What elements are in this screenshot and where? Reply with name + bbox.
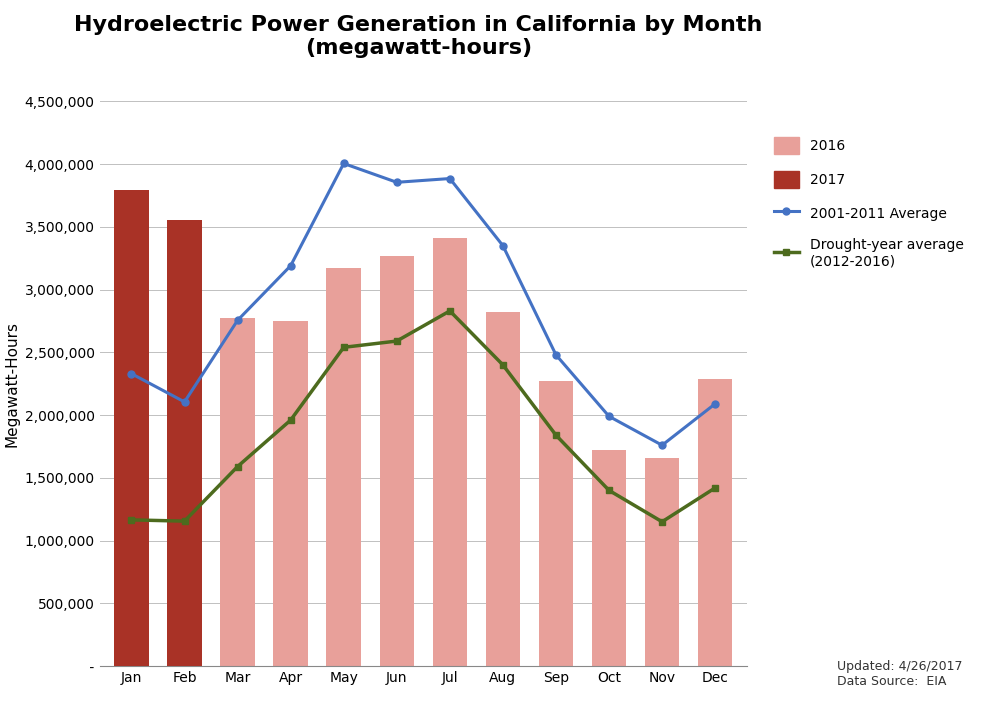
Bar bbox=[167, 474, 202, 666]
Drought-year average
(2012-2016) bbox=[550, 431, 562, 439]
Drought-year average
(2012-2016) bbox=[709, 484, 721, 492]
Bar bbox=[220, 318, 255, 666]
Bar bbox=[539, 382, 574, 666]
Drought-year average
(2012-2016) bbox=[603, 486, 615, 494]
Bar bbox=[273, 321, 308, 666]
Drought-year average
(2012-2016) bbox=[656, 518, 668, 526]
2001-2011 Average bbox=[603, 412, 615, 421]
Bar bbox=[644, 458, 679, 666]
Bar bbox=[379, 256, 414, 666]
Bar bbox=[327, 269, 361, 666]
Text: Hydroelectric Power Generation in California by Month
(megawatt-hours): Hydroelectric Power Generation in Califo… bbox=[74, 14, 763, 58]
2001-2011 Average bbox=[285, 261, 297, 270]
Bar bbox=[592, 450, 626, 666]
Bar bbox=[432, 238, 467, 666]
Y-axis label: Megawatt-Hours: Megawatt-Hours bbox=[4, 321, 19, 447]
Drought-year average
(2012-2016) bbox=[125, 515, 137, 524]
2001-2011 Average bbox=[497, 241, 509, 250]
2001-2011 Average bbox=[232, 316, 244, 324]
2001-2011 Average bbox=[709, 400, 721, 408]
Drought-year average
(2012-2016) bbox=[232, 462, 244, 471]
Bar bbox=[698, 379, 732, 666]
Bar bbox=[167, 220, 202, 666]
2001-2011 Average bbox=[444, 174, 456, 183]
2001-2011 Average bbox=[550, 350, 562, 359]
Drought-year average
(2012-2016) bbox=[178, 517, 190, 526]
Drought-year average
(2012-2016) bbox=[285, 416, 297, 424]
Drought-year average
(2012-2016) bbox=[390, 337, 402, 345]
2001-2011 Average bbox=[390, 178, 402, 187]
Bar bbox=[115, 190, 148, 666]
Line: Drought-year average
(2012-2016): Drought-year average (2012-2016) bbox=[127, 308, 719, 525]
Bar bbox=[486, 312, 520, 666]
2001-2011 Average bbox=[125, 369, 137, 378]
Bar bbox=[115, 529, 148, 666]
Drought-year average
(2012-2016) bbox=[338, 343, 350, 352]
Drought-year average
(2012-2016) bbox=[497, 361, 509, 369]
Line: 2001-2011 Average: 2001-2011 Average bbox=[127, 160, 719, 449]
2001-2011 Average bbox=[656, 441, 668, 450]
Legend: 2016, 2017, 2001-2011 Average, Drought-year average
(2012-2016): 2016, 2017, 2001-2011 Average, Drought-y… bbox=[774, 138, 964, 269]
Text: Updated: 4/26/2017
Data Source:  EIA: Updated: 4/26/2017 Data Source: EIA bbox=[837, 660, 962, 688]
2001-2011 Average bbox=[338, 159, 350, 168]
Drought-year average
(2012-2016) bbox=[444, 306, 456, 315]
2001-2011 Average bbox=[178, 397, 190, 406]
